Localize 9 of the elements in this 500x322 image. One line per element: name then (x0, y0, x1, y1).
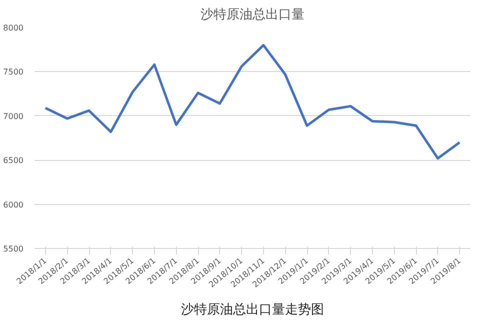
y-tick-label: 7500 (3, 68, 24, 77)
chart-title: 沙特原油总出口量 (200, 8, 304, 22)
y-tick-label: 5500 (3, 244, 24, 254)
y-tick-label: 6000 (3, 200, 24, 210)
y-tick-label: 7000 (3, 112, 24, 121)
text: 沙特原油总出口量走势图 (181, 302, 324, 318)
y-tick-label: 6500 (3, 156, 24, 166)
y-tick-label: 8000 (3, 24, 24, 32)
line-series (44, 44, 461, 160)
